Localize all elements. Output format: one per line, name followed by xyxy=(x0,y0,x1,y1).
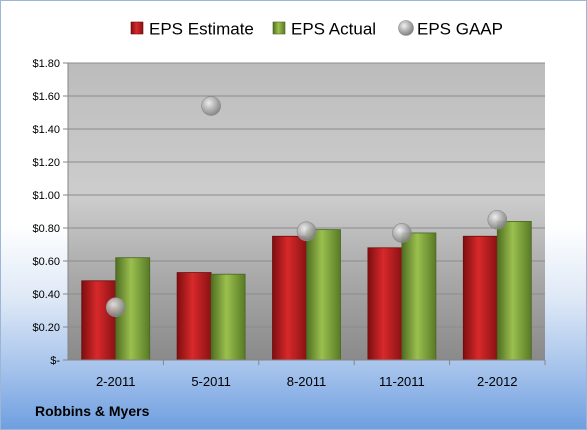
bar-eps-actual xyxy=(210,273,246,361)
legend-label: EPS Estimate xyxy=(149,20,254,39)
y-tick-label: $1.20 xyxy=(32,157,60,169)
x-tick-label: 2-2011 xyxy=(96,374,136,389)
bar-eps-estimate xyxy=(272,235,307,361)
bar-eps-estimate xyxy=(176,272,212,361)
y-tick-label: $1.40 xyxy=(32,124,60,136)
bar-eps-actual xyxy=(496,220,532,361)
legend-swatch-actual xyxy=(272,21,286,35)
bar-eps-actual xyxy=(306,229,341,361)
legend-swatch-estimate xyxy=(130,21,144,35)
legend: EPS Estimate EPS Actual EPS GAAP xyxy=(130,20,503,39)
bar-eps-estimate xyxy=(462,235,498,361)
bar-eps-estimate xyxy=(81,280,117,361)
x-tick-label: 5-2011 xyxy=(191,374,231,389)
bar-eps-estimate xyxy=(367,247,403,361)
bar-eps-actual xyxy=(401,232,437,361)
point-eps-gaap xyxy=(487,209,508,230)
legend-label: EPS GAAP xyxy=(417,20,503,39)
point-eps-gaap xyxy=(296,221,317,242)
company-name: Robbins & Myers xyxy=(35,403,150,419)
y-tick-label: $0.40 xyxy=(32,289,60,301)
bars-layer xyxy=(81,220,532,361)
point-eps-gaap xyxy=(201,96,221,116)
x-tick-label: 2-2012 xyxy=(477,374,517,389)
point-eps-gaap xyxy=(392,223,412,243)
y-tick-label: $1.80 xyxy=(32,58,60,70)
axes-layer: $- $0.20 $0.40 $0.60 $0.80 $1.00 $1.20 $1.40 $1.… xyxy=(32,58,546,389)
x-tick-label: 8-2011 xyxy=(287,374,327,389)
legend-label: EPS Actual xyxy=(291,20,376,39)
y-tick-label: $0.20 xyxy=(32,322,60,334)
point-eps-gaap xyxy=(105,297,126,318)
y-tick-label: $1.00 xyxy=(32,190,60,202)
points-layer xyxy=(105,96,508,318)
y-tick-label: $0.60 xyxy=(32,256,60,268)
x-tick-label: 11-2011 xyxy=(379,374,425,389)
y-tick-label: $1.60 xyxy=(32,91,60,103)
y-tick-label: $0.80 xyxy=(32,223,60,235)
y-tick-label: $- xyxy=(50,355,60,367)
legend-swatch-gaap xyxy=(398,20,414,36)
